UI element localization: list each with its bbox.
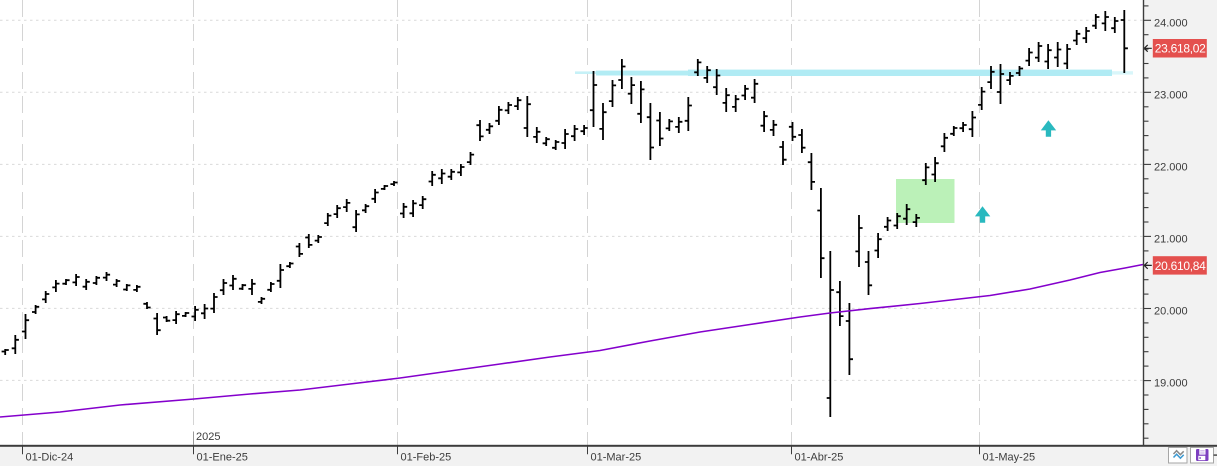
svg-text:20.610,84: 20.610,84 bbox=[1155, 259, 1206, 273]
svg-text:20.000: 20.000 bbox=[1154, 306, 1188, 318]
svg-text:01-Abr-25: 01-Abr-25 bbox=[795, 452, 844, 464]
svg-text:01-Dic-24: 01-Dic-24 bbox=[26, 452, 74, 464]
svg-text:01-Feb-25: 01-Feb-25 bbox=[401, 452, 452, 464]
svg-text:01-Mar-25: 01-Mar-25 bbox=[591, 452, 642, 464]
svg-text:23.000: 23.000 bbox=[1154, 90, 1188, 102]
svg-text:21.000: 21.000 bbox=[1154, 234, 1188, 246]
svg-text:23.618,02: 23.618,02 bbox=[1155, 42, 1206, 56]
svg-text:2025: 2025 bbox=[196, 431, 220, 443]
svg-text:22.000: 22.000 bbox=[1154, 162, 1188, 174]
svg-text:01-May-25: 01-May-25 bbox=[983, 452, 1036, 464]
svg-text:24.000: 24.000 bbox=[1154, 18, 1188, 30]
svg-text:19.000: 19.000 bbox=[1154, 378, 1188, 390]
svg-text:01-Ene-25: 01-Ene-25 bbox=[197, 452, 248, 464]
